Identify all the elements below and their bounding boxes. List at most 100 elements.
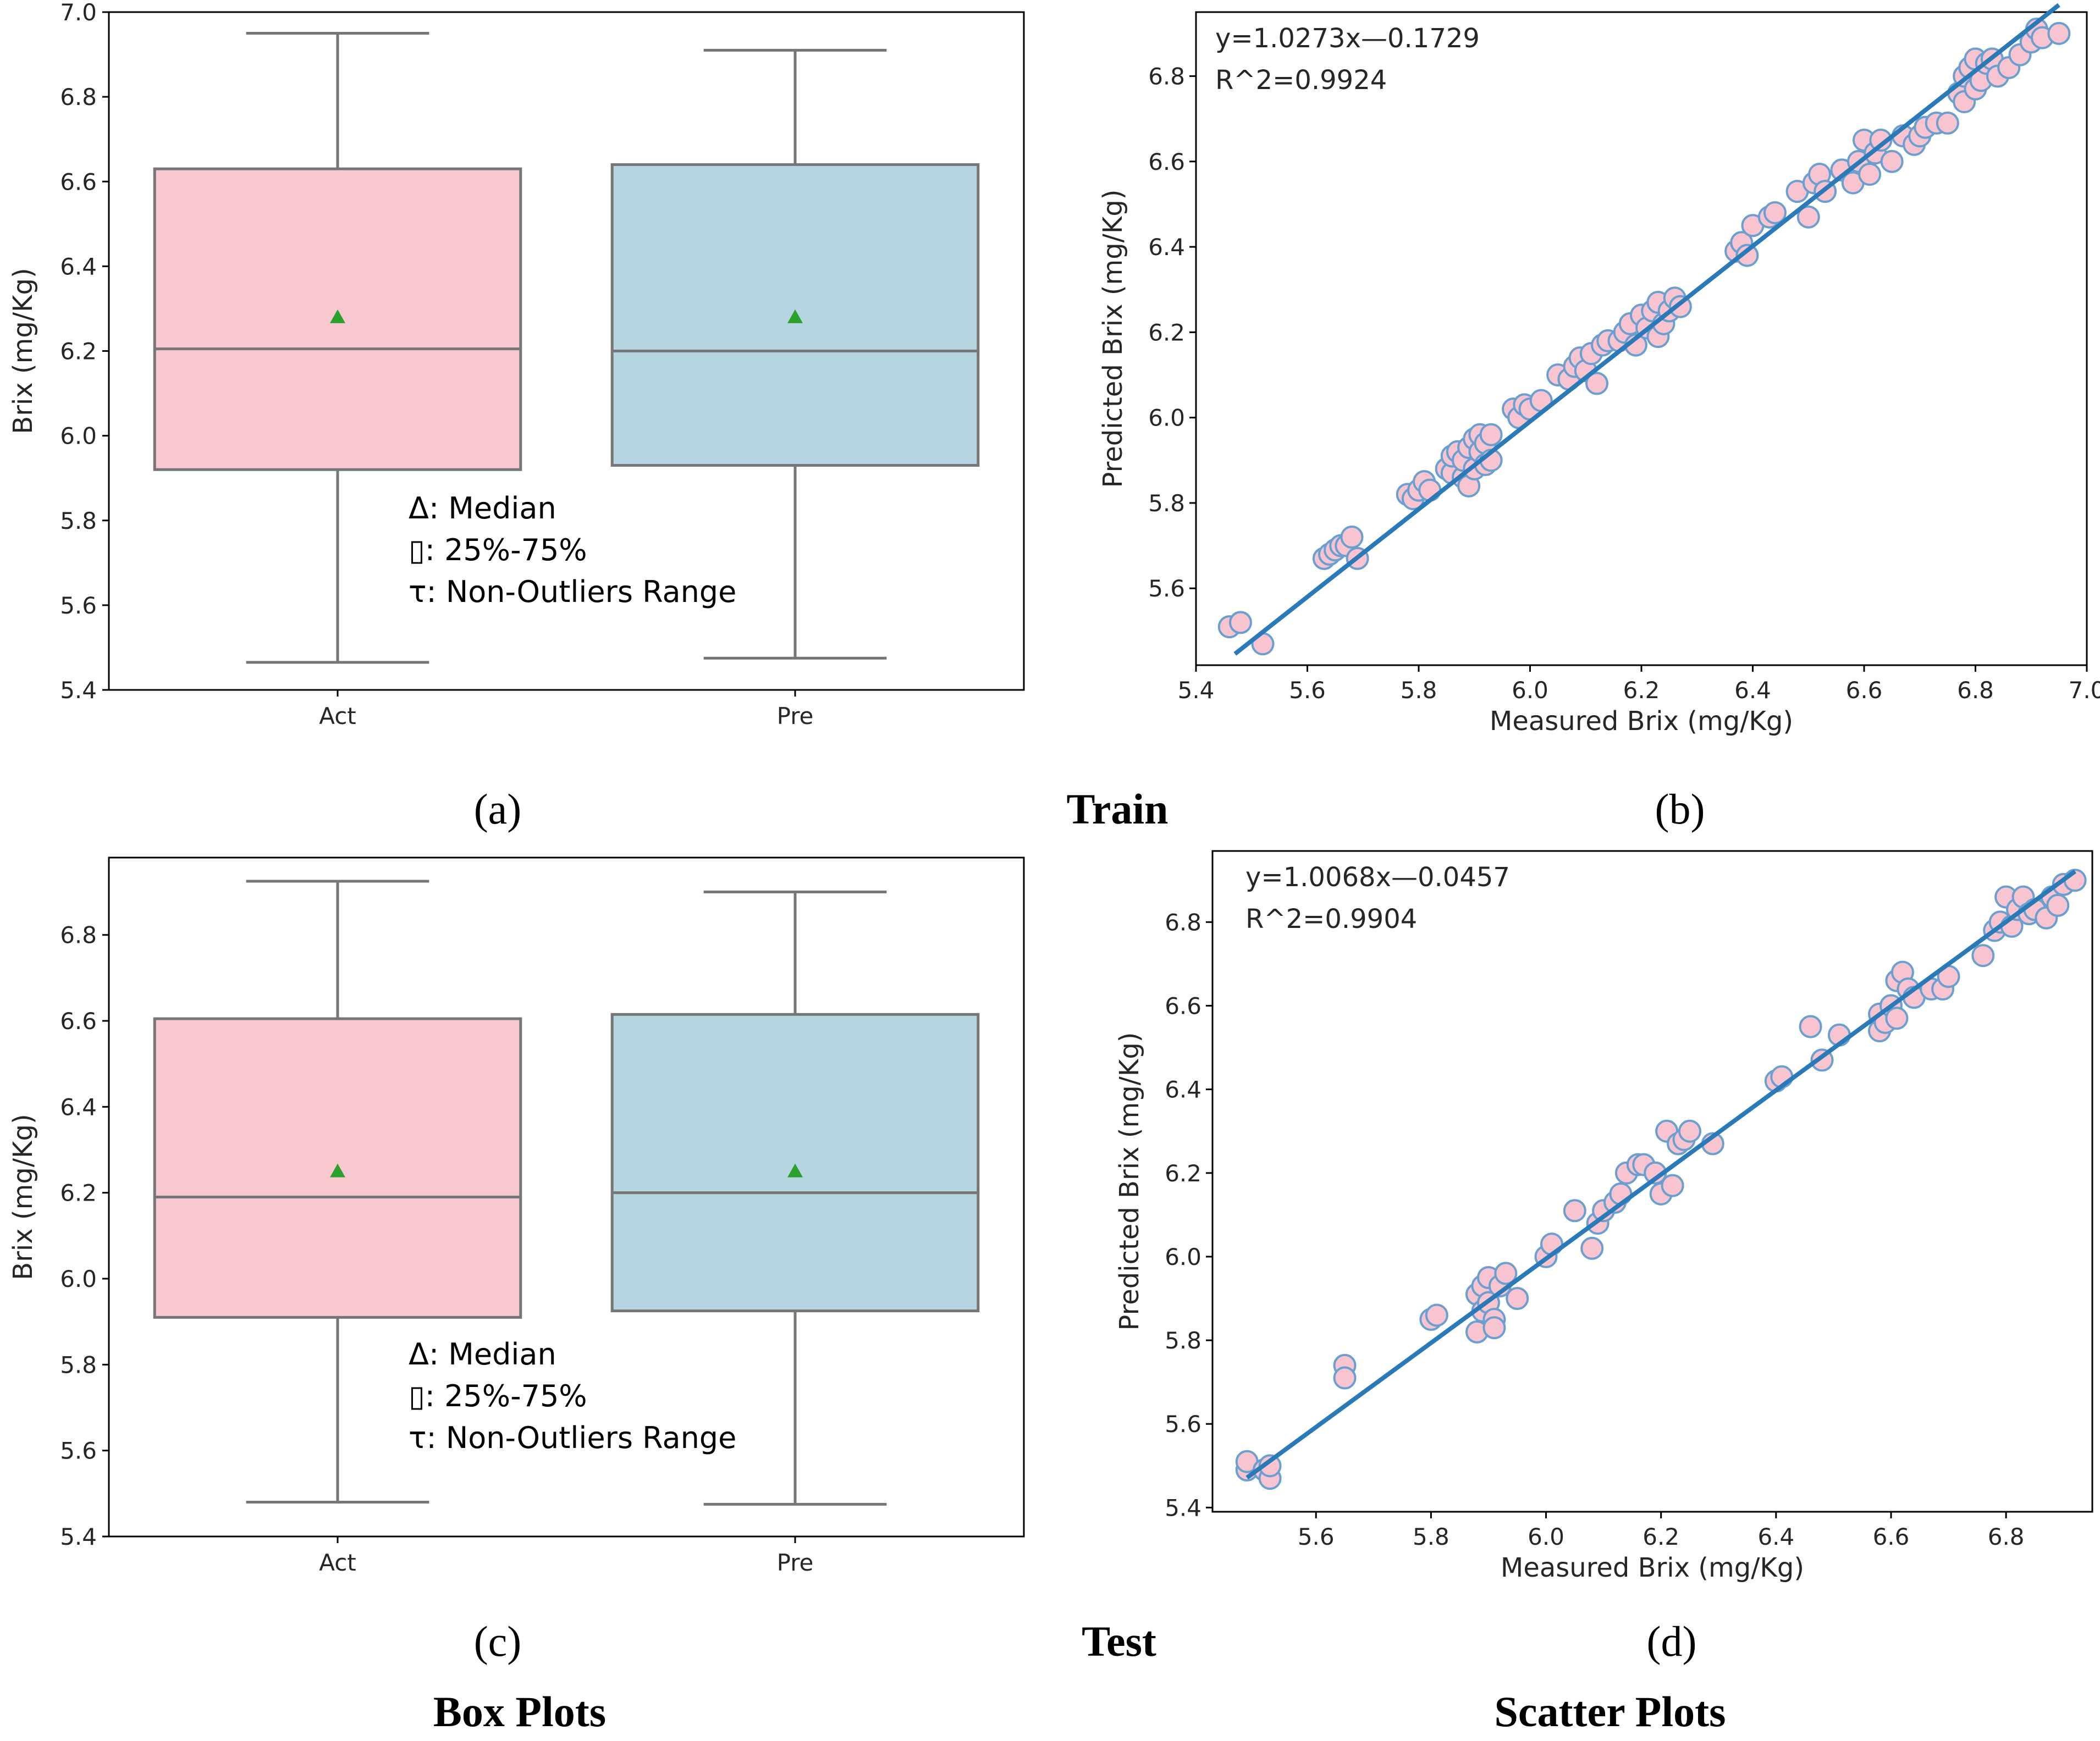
x-tick-label: 6.6 [1873, 1523, 1910, 1550]
y-tick-label: 6.8 [60, 84, 97, 110]
y-tick-label: 5.6 [1165, 1411, 1201, 1438]
data-point [1479, 423, 1503, 446]
y-tick-label: 5.8 [60, 507, 97, 534]
y-tick-label: 6.6 [60, 1008, 97, 1035]
mean-marker-pre [787, 309, 803, 323]
y-tick-label: 6.4 [60, 1093, 97, 1120]
y-tick-label: 5.8 [1148, 490, 1185, 517]
regression-line [1233, 3, 2060, 656]
data-point [1425, 1303, 1448, 1327]
x-tick-label: 6.2 [1623, 677, 1660, 704]
y-tick-label: 6.6 [60, 168, 97, 195]
data-point [1971, 944, 1995, 968]
y-tick-label: 6.8 [1148, 63, 1185, 90]
x-tick-label: 6.0 [1512, 677, 1548, 704]
regression-line [1245, 869, 2076, 1480]
panel-d-scatter-plot-test: 5.6 5.8 6.0 6.2 6.4 6.6 6.8 5.4 5.6 5.8 6.0 6.2 6.4 6… [1114, 850, 2093, 1583]
box-pre [610, 1013, 980, 1313]
y-tick-label: 6.2 [1148, 319, 1185, 346]
y-axis-label: Brix (mg/Kg) [8, 1114, 38, 1280]
caption-box-plots: Box Plots [433, 1688, 606, 1736]
x-axis-label: Measured Brix (mg/Kg) [1490, 706, 1793, 737]
x-tick-label: 5.6 [1298, 1523, 1335, 1550]
y-tick-label: 6.8 [60, 922, 97, 949]
data-point [1661, 1174, 1684, 1197]
data-point [1796, 205, 1820, 229]
data-point [1880, 150, 1904, 173]
data-point [2046, 893, 2070, 917]
y-tick-label: 5.4 [1165, 1494, 1201, 1521]
caption-d: (d) [1647, 1617, 1697, 1665]
y-axis-label: Predicted Brix (mg/Kg) [1114, 1032, 1145, 1330]
data-point [2047, 21, 2071, 45]
r-squared-label: R^2=0.9904 [1245, 904, 1417, 935]
y-tick-label: 5.8 [60, 1351, 97, 1378]
y-tick-label: 6.6 [1148, 148, 1185, 175]
caption-test: Test [1082, 1617, 1156, 1665]
y-tick-label: 6.0 [1165, 1243, 1201, 1270]
y-tick-label: 6.4 [60, 253, 97, 280]
x-tick-label-act: Act [319, 703, 356, 729]
data-point [1333, 1366, 1357, 1390]
data-point [1418, 478, 1442, 502]
data-point [1585, 372, 1608, 395]
data-point [1482, 1316, 1506, 1340]
panel-c-box-plot-test: Act Pre 5.4 5.6 5.8 6.0 6.2 6.4 6.6 6.8 Brix (mg/K… [8, 856, 1025, 1576]
y-tick-label: 5.6 [1148, 575, 1185, 602]
y-tick-label: 6.2 [60, 338, 97, 365]
x-axis-label: Measured Brix (mg/Kg) [1501, 1552, 1804, 1583]
y-tick-label: 6.6 [1165, 992, 1201, 1019]
y-tick-label: 5.4 [60, 1523, 97, 1550]
mean-marker-pre [787, 1163, 803, 1178]
y-tick-label: 5.6 [60, 592, 97, 619]
x-tick-label: 7.0 [2069, 677, 2100, 704]
legend-note-line: Δ: Median [409, 491, 556, 526]
caption-b: (b) [1655, 785, 1705, 833]
y-tick-label: 5.4 [60, 677, 97, 704]
data-point [1340, 526, 1364, 549]
data-point [1563, 1199, 1586, 1223]
regression-equation: y=1.0068x—0.0457 [1245, 862, 1510, 893]
data-point [1735, 244, 1759, 267]
x-tick-label: 6.4 [1757, 1523, 1794, 1550]
x-tick-label: 5.8 [1413, 1523, 1449, 1550]
x-tick-label: 5.6 [1289, 677, 1326, 704]
y-tick-label: 6.4 [1148, 234, 1185, 261]
x-tick-label: 6.4 [1734, 677, 1771, 704]
data-point [1858, 163, 1882, 186]
x-tick-label: 6.8 [1957, 677, 1994, 704]
x-tick-label: 6.6 [1846, 677, 1883, 704]
data-point [1799, 1015, 1822, 1038]
regression-equation: y=1.0273x—0.1729 [1215, 23, 1480, 54]
mean-marker-act [330, 309, 345, 323]
data-point [1678, 1119, 1701, 1143]
data-point [1869, 128, 1893, 152]
legend-note-line: ▯: 25%-75% [409, 533, 587, 567]
data-point [1763, 201, 1787, 224]
y-tick-label: 6.0 [60, 423, 97, 450]
legend-note-line: τ: Non-Outliers Range [409, 1421, 736, 1455]
y-axis-label: Brix (mg/Kg) [8, 268, 38, 434]
caption-c: (c) [474, 1617, 522, 1665]
data-point [1229, 611, 1252, 634]
y-tick-label: 5.8 [1165, 1327, 1201, 1354]
y-tick-label: 5.6 [60, 1438, 97, 1464]
y-tick-label: 6.8 [1165, 909, 1201, 936]
caption-scatter-plots: Scatter Plots [1495, 1688, 1726, 1736]
y-axis-label: Predicted Brix (mg/Kg) [1098, 189, 1128, 488]
x-tick-label: 6.2 [1642, 1523, 1679, 1550]
y-tick-label: 6.2 [60, 1180, 97, 1207]
legend-note-line: τ: Non-Outliers Range [409, 574, 736, 609]
r-squared-label: R^2=0.9924 [1215, 65, 1387, 96]
x-tick-label-act: Act [319, 1549, 356, 1576]
y-tick-label: 7.0 [60, 0, 97, 26]
legend-note-line: ▯: 25%-75% [409, 1379, 587, 1413]
data-point [1936, 111, 1959, 135]
data-point [1580, 1236, 1604, 1260]
x-tick-label: 5.4 [1178, 677, 1215, 704]
caption-train: Train [1067, 785, 1168, 833]
mean-marker-act [330, 1163, 345, 1178]
x-tick-label: 5.8 [1401, 677, 1437, 704]
x-tick-label: 6.8 [1988, 1523, 2025, 1550]
